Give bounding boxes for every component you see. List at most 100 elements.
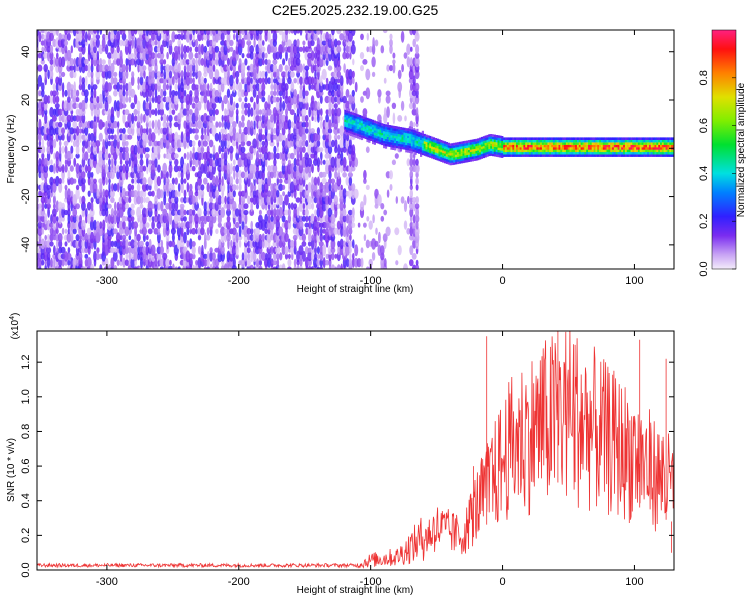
heatmap-cell: [40, 30, 46, 34]
heatmap-cell: [87, 170, 92, 179]
heatmap-ridge-cell: [456, 144, 460, 148]
heatmap-ridge-cell: [549, 149, 552, 153]
heatmap-ridge-cell: [528, 151, 532, 155]
heatmap-cell: [359, 201, 365, 212]
heatmap-cell: [212, 157, 216, 168]
heatmap-ridge-cell: [573, 147, 576, 150]
heatmap-ridge-cell: [493, 153, 496, 157]
heatmap-cell: [188, 51, 194, 60]
heatmap-ridge-cell: [604, 151, 607, 155]
heatmap-cell: [319, 258, 324, 267]
heatmap-cell: [203, 45, 208, 53]
heatmap-ridge-cell: [521, 139, 524, 143]
heatmap-cell: [194, 46, 199, 53]
heatmap-cell: [180, 177, 184, 185]
heatmap-cell: [197, 146, 202, 154]
heatmap-ridge-cell: [408, 148, 412, 151]
heatmap-cell: [141, 226, 147, 236]
heatmap-cell: [44, 264, 47, 269]
heatmap-ridge-cell: [353, 129, 356, 133]
heatmap-cell: [109, 170, 115, 180]
heatmap-cell: [182, 108, 188, 116]
heatmap-cell: [90, 263, 95, 269]
heatmap-cell: [179, 240, 185, 248]
heatmap-cell: [269, 171, 275, 179]
heatmap-ridge-cell: [493, 151, 496, 155]
heatmap-cell: [128, 235, 132, 241]
heatmap-cell: [223, 146, 228, 153]
heatmap-cell: [293, 88, 298, 98]
heatmap-ridge-cell: [353, 132, 356, 135]
heatmap-cell: [90, 215, 94, 223]
heatmap-cell: [174, 90, 179, 96]
heatmap-cell: [287, 238, 291, 250]
heatmap-cell: [318, 56, 324, 68]
heatmap-cell: [319, 195, 324, 205]
heatmap-ridge-cell: [600, 142, 604, 145]
heatmap-ridge-cell: [469, 144, 472, 148]
heatmap-cell: [75, 153, 80, 159]
heatmap-cell: [72, 95, 78, 104]
heatmap-cell: [301, 156, 307, 168]
heatmap-ridge-cell: [429, 140, 432, 144]
heatmap-cell: [57, 232, 63, 243]
heatmap-cell: [293, 125, 298, 137]
heatmap-cell: [197, 234, 202, 241]
heatmap-cell: [156, 32, 162, 42]
heatmap-cell: [182, 162, 188, 175]
heatmap-cell: [378, 231, 381, 244]
heatmap-cell: [150, 40, 156, 46]
heatmap-cell: [98, 178, 104, 185]
heatmap-cell: [296, 45, 300, 54]
heatmap-cell: [84, 253, 89, 259]
heatmap-cell: [313, 139, 318, 148]
heatmap-ridge-cell: [636, 151, 639, 155]
heatmap-cell: [383, 258, 387, 268]
heatmap-cell: [101, 163, 106, 174]
heatmap-ridge-cell: [528, 147, 532, 150]
heatmap-cell: [145, 102, 150, 110]
heatmap-ridge-cell: [615, 137, 618, 140]
heatmap-cell: [276, 257, 280, 268]
heatmap-cell: [90, 171, 94, 178]
heatmap-cell: [287, 220, 292, 230]
heatmap-ridge-cell: [397, 143, 400, 147]
heatmap-cell: [264, 139, 269, 148]
heatmap-ridge-cell: [408, 126, 412, 129]
heatmap-cell: [50, 90, 53, 97]
heatmap-cell: [118, 87, 124, 99]
heatmap-cell: [253, 183, 257, 192]
heatmap-cell: [66, 49, 72, 62]
heatmap-ridge-cell: [667, 142, 670, 145]
heatmap-cell: [314, 215, 317, 222]
heatmap-cell: [189, 150, 193, 162]
heatmap-cell: [139, 190, 144, 197]
heatmap-cell: [110, 62, 115, 74]
heatmap-ridge-cell: [560, 147, 563, 150]
heatmap-cell: [241, 252, 245, 261]
heatmap-cell: [410, 46, 413, 52]
heatmap-cell: [183, 178, 187, 184]
heatmap-ridge-cell: [390, 132, 393, 136]
heatmap-cell: [64, 164, 68, 173]
heatmap-ridge-cell: [445, 149, 448, 152]
heatmap-cell: [284, 178, 289, 184]
heatmap-cell: [180, 222, 185, 229]
heatmap-cell: [87, 30, 91, 37]
heatmap-cell: [46, 203, 51, 210]
heatmap-ridge-cell: [370, 136, 373, 139]
heatmap-cell: [51, 115, 57, 122]
heatmap-ridge-cell: [453, 142, 456, 146]
heatmap-cell: [310, 183, 315, 192]
heatmap-ridge-cell: [349, 131, 352, 134]
heatmap-cell: [128, 96, 132, 103]
heatmap-ridge-cell: [353, 120, 356, 123]
heatmap-ridge-cell: [442, 157, 445, 161]
heatmap-cell: [311, 176, 314, 186]
heatmap-cell: [278, 132, 283, 142]
heatmap-ridge-cell: [353, 113, 356, 116]
heatmap-ridge-cell: [621, 147, 624, 150]
heatmap-ridge-cell: [488, 136, 491, 140]
heatmap-cell: [197, 184, 202, 191]
heatmap-ridge-cell: [540, 144, 543, 148]
